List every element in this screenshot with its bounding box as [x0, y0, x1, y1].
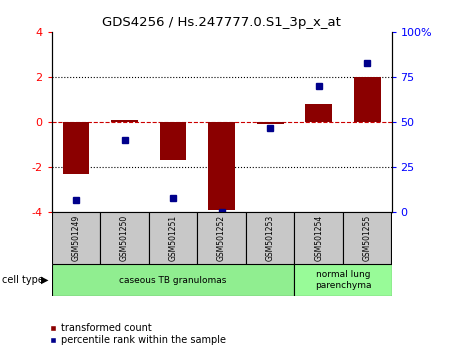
Bar — [306, 104, 332, 122]
Legend: transformed count, percentile rank within the sample: transformed count, percentile rank withi… — [45, 319, 230, 349]
Text: GSM501250: GSM501250 — [120, 215, 129, 261]
Bar — [294, 264, 392, 296]
Bar — [160, 122, 186, 160]
Text: normal lung
parenchyma: normal lung parenchyma — [315, 270, 371, 290]
Bar — [52, 264, 294, 296]
Bar — [111, 120, 138, 122]
Text: ▶: ▶ — [41, 275, 49, 285]
Text: GSM501253: GSM501253 — [266, 215, 274, 261]
Bar — [257, 122, 284, 124]
Bar — [198, 212, 246, 264]
Text: cell type: cell type — [2, 275, 44, 285]
Title: GDS4256 / Hs.247777.0.S1_3p_x_at: GDS4256 / Hs.247777.0.S1_3p_x_at — [102, 16, 341, 29]
Bar — [52, 212, 100, 264]
Bar — [246, 212, 294, 264]
Text: GSM501255: GSM501255 — [363, 215, 372, 261]
Bar — [343, 212, 392, 264]
Bar — [149, 212, 198, 264]
Bar — [208, 122, 235, 210]
Text: GSM501251: GSM501251 — [169, 215, 178, 261]
Text: GSM501249: GSM501249 — [72, 215, 81, 261]
Text: GSM501252: GSM501252 — [217, 215, 226, 261]
Bar — [63, 122, 90, 174]
Text: GSM501254: GSM501254 — [314, 215, 323, 261]
Bar — [294, 212, 343, 264]
Bar — [354, 77, 381, 122]
Text: caseous TB granulomas: caseous TB granulomas — [119, 275, 227, 285]
Bar — [100, 212, 149, 264]
